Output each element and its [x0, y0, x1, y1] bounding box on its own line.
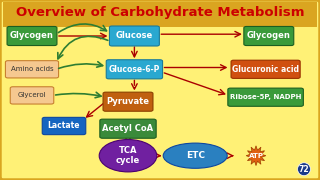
Text: ATP: ATP [249, 153, 263, 159]
FancyBboxPatch shape [5, 61, 59, 78]
FancyBboxPatch shape [231, 60, 300, 78]
Text: Glucose-6-P: Glucose-6-P [109, 65, 160, 74]
Polygon shape [246, 146, 266, 166]
FancyBboxPatch shape [100, 119, 156, 138]
Text: ETC: ETC [186, 151, 205, 160]
FancyBboxPatch shape [42, 117, 86, 135]
FancyBboxPatch shape [3, 2, 317, 27]
Ellipse shape [99, 140, 157, 172]
FancyBboxPatch shape [7, 26, 57, 46]
Text: Pyruvate: Pyruvate [107, 97, 149, 106]
Text: Ribose-5P, NADPH: Ribose-5P, NADPH [230, 94, 301, 100]
FancyBboxPatch shape [10, 87, 54, 104]
FancyBboxPatch shape [109, 26, 159, 46]
Text: 72: 72 [299, 165, 309, 174]
Text: Glucuronic acid: Glucuronic acid [232, 65, 299, 74]
FancyBboxPatch shape [103, 92, 153, 111]
Text: Glucose: Glucose [116, 31, 153, 40]
Text: Overview of Carbohydrate Metabolism: Overview of Carbohydrate Metabolism [16, 6, 304, 19]
Text: Acetyl CoA: Acetyl CoA [102, 124, 154, 133]
Ellipse shape [163, 143, 227, 168]
Text: Amino acids: Amino acids [11, 66, 53, 72]
Text: Glycogen: Glycogen [247, 31, 291, 40]
FancyBboxPatch shape [106, 60, 163, 79]
Text: TCA
cycle: TCA cycle [116, 146, 140, 165]
Text: Glycerol: Glycerol [18, 92, 46, 98]
Text: Lactate: Lactate [48, 122, 80, 130]
Text: Glycogen: Glycogen [10, 31, 54, 40]
FancyBboxPatch shape [244, 26, 294, 46]
FancyBboxPatch shape [228, 88, 303, 106]
